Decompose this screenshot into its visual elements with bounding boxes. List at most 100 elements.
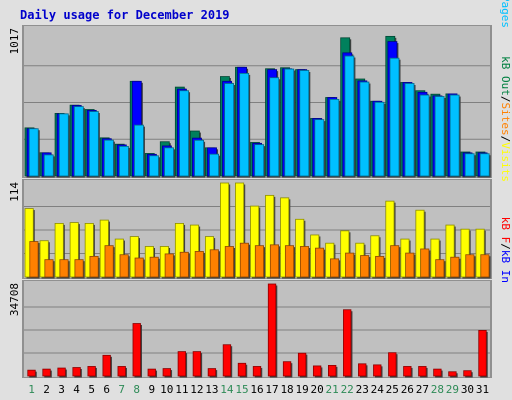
bar-kbf-day-12-fill [192, 351, 202, 377]
bar-sites-day-17 [269, 244, 281, 279]
bar-kbf-day-23 [358, 363, 368, 378]
day-label-15: 15 [235, 383, 248, 396]
panel-2-bars [24, 182, 491, 279]
day-label-4: 4 [73, 383, 80, 396]
legend-separator: / [499, 243, 512, 250]
bar-visits-day-17-fill [265, 194, 275, 278]
bar-pages-day-31 [479, 153, 491, 178]
bar-pages-day-13 [209, 153, 221, 178]
bar-sites-day-14-fill [224, 246, 234, 278]
bar-sites-day-31-fill [480, 254, 490, 278]
bar-kbf-day-3 [57, 367, 67, 378]
day-label-8: 8 [133, 383, 140, 396]
bar-pages-day-21 [329, 98, 341, 178]
bar-kbf-day-15-fill [237, 362, 247, 377]
bar-visits-day-5 [84, 223, 95, 279]
day-label-29: 29 [446, 383, 459, 396]
bar-sites-day-20-fill [315, 247, 325, 278]
bar-pages-day-25-fill [389, 57, 400, 177]
bar-pages-day-24-fill [374, 101, 385, 177]
bar-visits-day-29-fill [445, 224, 455, 278]
panel-3-ymax-label: 34708 [8, 283, 21, 316]
bar-pages-day-12-fill [194, 139, 204, 177]
bar-sites-day-24 [375, 255, 386, 279]
bar-kbf-day-15 [237, 362, 248, 378]
bar-visits-day-15-fill [235, 182, 245, 278]
bar-sites-day-29-fill [450, 256, 460, 278]
bar-pages-day-10 [164, 147, 176, 178]
bar-kbf-day-18 [282, 361, 293, 378]
bar-visits-day-8-fill [129, 236, 139, 278]
bar-kbf-day-3-fill [57, 367, 66, 377]
bar-visits-day-3-fill [54, 223, 64, 278]
bar-sites-day-9-fill [149, 256, 159, 278]
day-label-22: 22 [341, 383, 354, 396]
day-label-27: 27 [416, 383, 429, 396]
bar-sites-day-17-fill [269, 244, 279, 278]
bar-visits-day-16 [250, 205, 261, 279]
bar-sites-day-28 [435, 259, 446, 279]
bar-sites-day-6-fill [104, 245, 114, 278]
bar-visits-day-2-fill [39, 240, 49, 278]
bar-kbf-day-4 [72, 367, 82, 378]
bar-sites-day-27 [420, 248, 431, 279]
bar-sites-day-19-fill [299, 246, 310, 278]
bar-pages-day-25 [389, 57, 401, 178]
bar-kbf-day-16 [252, 366, 263, 378]
day-label-2: 2 [43, 383, 50, 396]
bar-pages-day-3-fill [58, 113, 69, 177]
day-label-24: 24 [371, 383, 385, 396]
bar-sites-day-16 [254, 245, 266, 279]
bar-pages-day-8 [134, 124, 145, 178]
day-label-7: 7 [118, 383, 125, 396]
bar-sites-day-16-fill [254, 245, 264, 278]
bar-pages-day-14 [224, 83, 236, 178]
bar-sites-day-2-fill [44, 259, 54, 278]
legend-separator: / [499, 136, 512, 143]
bar-pages-day-27 [419, 94, 431, 178]
panel-2-legend: kB Out/Sites/Visits [499, 56, 512, 182]
bar-sites-day-24-fill [375, 255, 385, 278]
bar-pages-day-29 [449, 94, 461, 178]
bar-kbf-day-11-fill [177, 351, 186, 377]
bar-pages-day-9 [149, 155, 160, 178]
bar-visits-day-15 [235, 182, 246, 279]
bar-sites-day-23-fill [360, 255, 370, 278]
day-label-26: 26 [401, 383, 414, 396]
day-label-25: 25 [386, 383, 399, 396]
bar-kbf-day-10-fill [162, 368, 171, 377]
bar-sites-day-3-fill [59, 259, 69, 278]
bar-kbf-day-7 [117, 366, 127, 378]
bar-kbf-day-26-fill [403, 366, 412, 377]
bar-sites-day-11-fill [179, 251, 189, 278]
bar-pages-day-1 [28, 128, 40, 178]
bar-sites-day-22-fill [345, 252, 355, 278]
bar-kbf-day-23-fill [358, 363, 367, 377]
legend-separator: / [499, 96, 512, 103]
bar-kbf-day-18-fill [282, 361, 292, 377]
day-label-12: 12 [190, 383, 203, 396]
panel-3-legend: kB F/kB In [499, 217, 512, 283]
bar-pages-day-22-fill [344, 55, 355, 177]
bar-sites-day-13 [209, 249, 220, 279]
bar-sites-day-18 [284, 245, 296, 279]
bar-pages-day-2-fill [43, 154, 54, 177]
bar-kbf-day-29 [448, 371, 458, 378]
bar-visits-day-14-fill [220, 182, 230, 278]
bar-visits-day-14 [220, 182, 231, 279]
bar-visits-day-28-fill [430, 238, 440, 278]
bar-visits-day-12-fill [189, 224, 200, 278]
bar-visits-day-3 [54, 223, 65, 279]
bar-sites-day-18-fill [284, 245, 295, 278]
day-label-13: 13 [205, 383, 218, 396]
bar-sites-day-5-fill [89, 255, 99, 278]
panel-3-bars [27, 283, 488, 378]
bar-kbf-day-25-fill [388, 352, 397, 377]
bar-sites-day-30-fill [465, 254, 475, 278]
bar-sites-day-10-fill [164, 253, 174, 278]
legend-entry: Visits [499, 142, 512, 182]
bar-kbf-day-13-fill [207, 368, 217, 377]
bar-sites-day-10 [164, 253, 175, 279]
day-label-23: 23 [356, 383, 369, 396]
